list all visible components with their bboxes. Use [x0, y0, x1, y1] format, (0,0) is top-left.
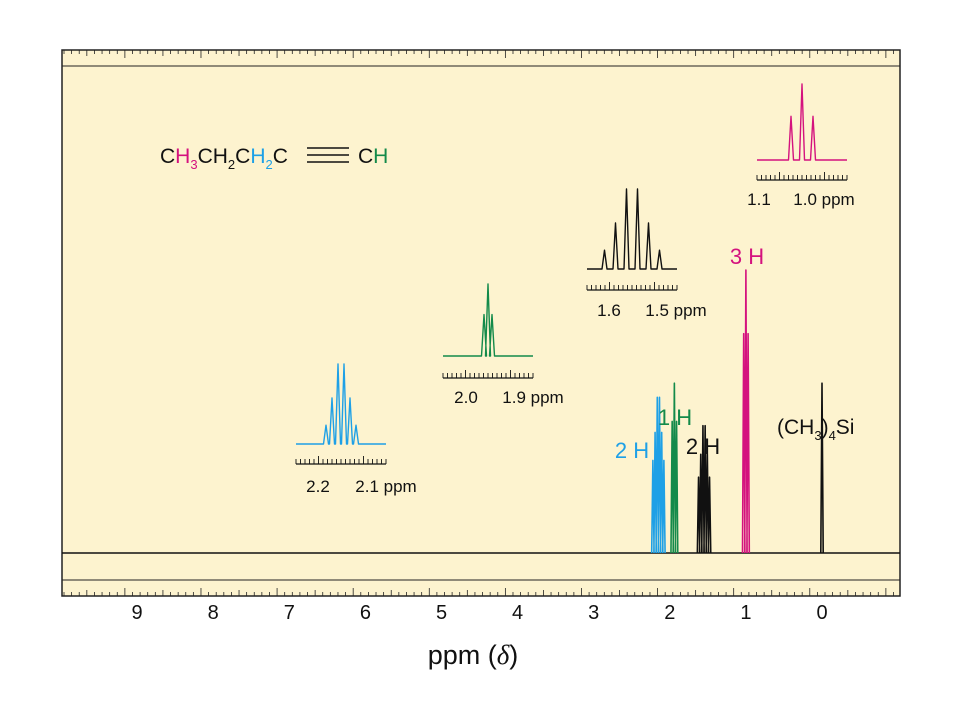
multiplet-insets: [295, 83, 848, 465]
inset-label-blue-left: 2.2: [306, 477, 330, 496]
triple-bond: [307, 147, 349, 163]
x-tick-label: 6: [360, 602, 371, 624]
inset-multiplet-magenta: [757, 83, 847, 161]
inset-label-blue-right: 2.1 ppm: [355, 477, 416, 496]
x-tick-label: 8: [208, 602, 219, 624]
x-tick-label: 3: [588, 602, 599, 624]
inset-multiplet-blue: [296, 363, 386, 445]
spectrum-panel: [61, 49, 901, 597]
inset-label-black-right: 1.5 ppm: [645, 301, 706, 320]
inset-label-magenta-left: 1.1: [747, 190, 771, 209]
main-peak-3: [741, 269, 751, 554]
x-tick-label: 2: [664, 602, 675, 624]
x-tick-label: 5: [436, 602, 447, 624]
inset-label-black-left: 1.6: [597, 301, 621, 320]
main-peak-4: [820, 382, 824, 554]
molecular-formula: CH3CH2CH2C: [160, 145, 288, 172]
main-peak-2: [696, 424, 712, 554]
x-axis-label: ppm (δ): [428, 640, 519, 670]
main-peak-0: [650, 396, 666, 554]
molecular-formula-terminal: CH: [358, 145, 388, 168]
x-tick-label: 4: [512, 602, 523, 624]
inset-multiplet-green: [443, 283, 533, 357]
x-tick-label: 1: [740, 602, 751, 624]
tms-label: (CH3)4Si: [777, 416, 854, 443]
integration-label-blue: 2 H: [615, 438, 649, 463]
frame-ticks: [63, 50, 894, 596]
integration-label-green: 1 H: [658, 405, 692, 430]
integration-label-black: 2 H: [686, 434, 720, 459]
main-peak-1: [670, 382, 679, 554]
x-tick-label: 0: [816, 602, 827, 624]
inset-label-green-right: 1.9 ppm: [502, 388, 563, 407]
main-peaks: [650, 269, 824, 554]
x-axis-tick-labels: 9 8 7 6 5 4 3 2 1 0: [132, 602, 828, 624]
integration-label-magenta: 3 H: [730, 244, 764, 269]
inset-multiplet-black: [587, 188, 677, 270]
inset-label-magenta-right: 1.0 ppm: [793, 190, 854, 209]
inset-label-green-left: 2.0: [454, 388, 478, 407]
x-tick-label: 7: [284, 602, 295, 624]
x-tick-label: 9: [132, 602, 143, 624]
